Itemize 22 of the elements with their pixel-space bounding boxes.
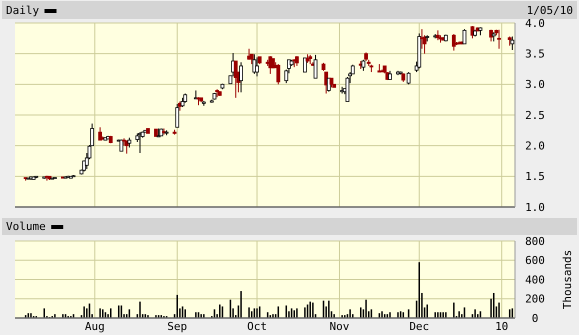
- y-tick-label: 0: [532, 312, 538, 325]
- chart-title: Volume: [6, 220, 46, 233]
- y-tick-label: 2.5: [525, 108, 545, 122]
- y-tick-label: 400: [525, 273, 545, 286]
- y-tick-label: 1.0: [525, 200, 545, 214]
- y-tick-label: 3.5: [525, 48, 545, 61]
- y-tick-label: 600: [525, 254, 545, 268]
- y-axis-title: Thousands: [561, 250, 574, 310]
- text: 1/05/10: [526, 4, 573, 17]
- x-tick-label: Oct: [247, 320, 267, 333]
- y-tick-label: 3.0: [525, 78, 545, 92]
- x-tick-label: 10: [495, 320, 508, 333]
- y-tick-label: 4.0: [525, 16, 545, 30]
- x-tick-label: Sep: [167, 320, 188, 333]
- x-tick-label: Aug: [84, 320, 105, 333]
- y-tick-label: 2.0: [525, 140, 545, 153]
- chart-title: Daily: [6, 4, 40, 17]
- x-tick-label: Nov: [330, 320, 350, 333]
- y-tick-label: 800: [525, 234, 545, 248]
- y-tick-label: 200: [525, 292, 545, 306]
- x-tick-label: Dec: [409, 320, 430, 333]
- y-tick-label: 1.5: [525, 170, 545, 184]
